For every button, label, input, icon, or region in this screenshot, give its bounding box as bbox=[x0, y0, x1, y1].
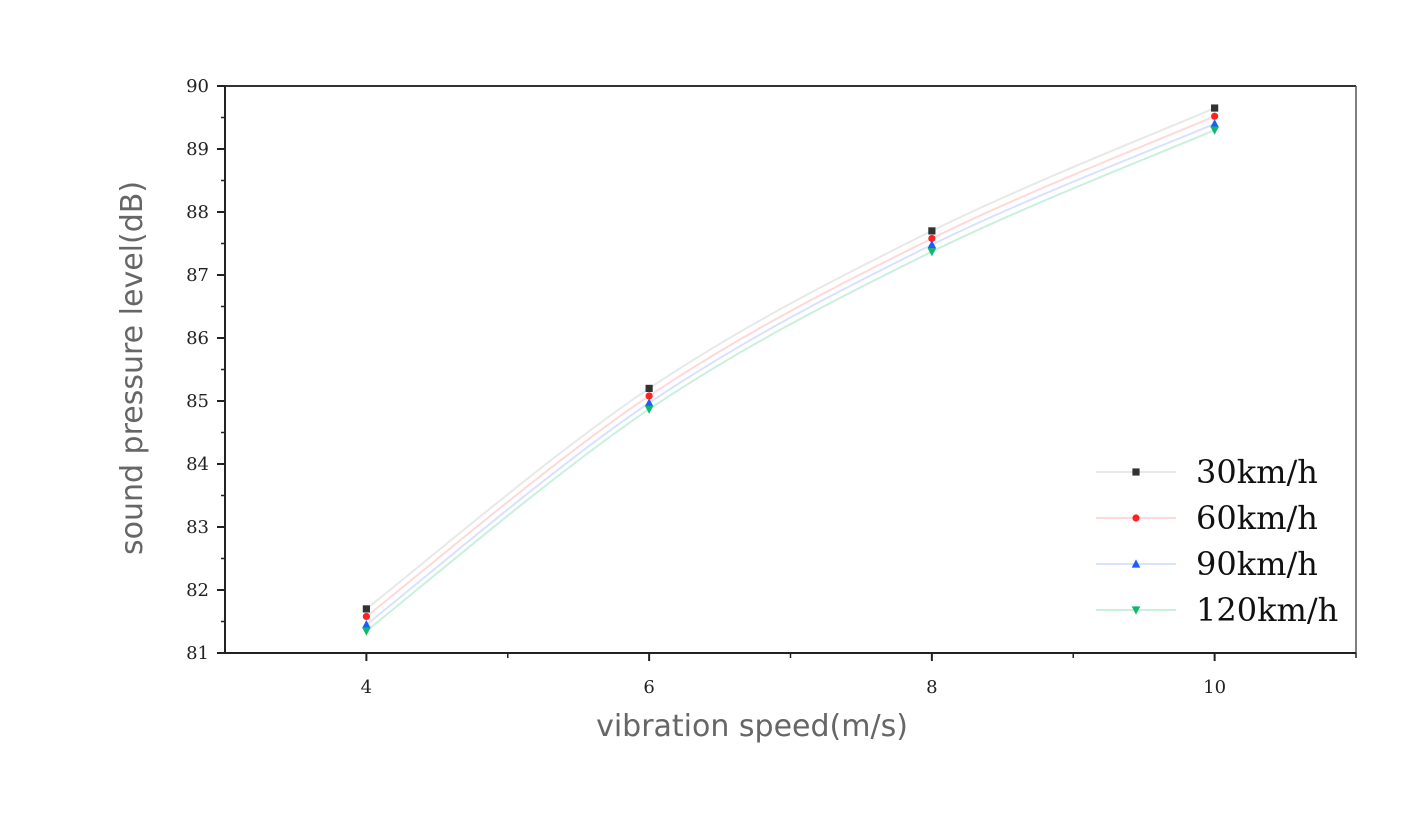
data-point-series-2 bbox=[645, 392, 653, 400]
legend-marker-4 bbox=[1131, 606, 1141, 615]
series-line-4 bbox=[365, 129, 1216, 632]
legend-marker-1 bbox=[1132, 468, 1140, 476]
legend-marker-2 bbox=[1132, 514, 1140, 522]
x-tick-label: 10 bbox=[1203, 677, 1226, 698]
series-line-1 bbox=[365, 107, 1216, 610]
data-point-series-3 bbox=[644, 398, 654, 407]
series-markers bbox=[362, 104, 1219, 636]
data-point-series-4 bbox=[644, 405, 654, 414]
y-tick-label: 81 bbox=[186, 643, 209, 664]
axes bbox=[217, 85, 1357, 661]
data-point-series-3 bbox=[927, 240, 937, 249]
y-tick-label: 82 bbox=[186, 580, 209, 601]
legend-marker-3 bbox=[1131, 559, 1141, 568]
data-point-series-4 bbox=[362, 627, 371, 636]
x-axis-label: vibration speed(m/s) bbox=[596, 709, 908, 744]
legend-entry-label: 120km/h bbox=[1196, 591, 1338, 629]
data-point-series-1 bbox=[1211, 104, 1219, 112]
data-point-series-4 bbox=[927, 248, 937, 257]
y-tick-label: 83 bbox=[186, 517, 209, 538]
y-tick-label: 88 bbox=[186, 202, 209, 223]
data-point-series-2 bbox=[928, 234, 936, 243]
data-point-series-3 bbox=[1210, 119, 1219, 128]
legend-entry-label: 90km/h bbox=[1196, 545, 1318, 583]
data-point-series-4 bbox=[1210, 126, 1219, 135]
data-point-series-3 bbox=[362, 619, 371, 629]
data-point-series-2 bbox=[362, 612, 370, 621]
y-tick-label: 87 bbox=[186, 265, 209, 286]
y-axis-label: sound pressure level(dB) bbox=[115, 181, 150, 555]
y-tick-label: 85 bbox=[186, 391, 209, 412]
y-tick-label: 86 bbox=[186, 328, 209, 349]
data-point-series-1 bbox=[645, 384, 653, 392]
data-point-series-1 bbox=[928, 227, 936, 235]
legend-entry-label: 60km/h bbox=[1196, 499, 1318, 537]
series-line-3 bbox=[365, 122, 1216, 626]
x-tick-label: 8 bbox=[926, 677, 937, 698]
legend: 30km/h 60km/h 90km/h 120km/h bbox=[1096, 453, 1338, 629]
y-tick-label: 89 bbox=[186, 139, 209, 160]
y-tick-label: 84 bbox=[186, 454, 209, 475]
data-point-series-2 bbox=[1211, 112, 1219, 120]
data-point-series-1 bbox=[362, 605, 370, 613]
x-tick-label: 6 bbox=[643, 677, 654, 698]
legend-entry-label: 30km/h bbox=[1196, 453, 1318, 491]
y-tick-label: 90 bbox=[186, 76, 209, 97]
series-line-2 bbox=[365, 115, 1216, 618]
x-tick-label: 4 bbox=[361, 677, 372, 698]
series-lines bbox=[365, 107, 1216, 632]
tick-labels: 81 82 83 84 85 86 87 88 89 90 4 6 8 10 bbox=[186, 76, 1226, 698]
